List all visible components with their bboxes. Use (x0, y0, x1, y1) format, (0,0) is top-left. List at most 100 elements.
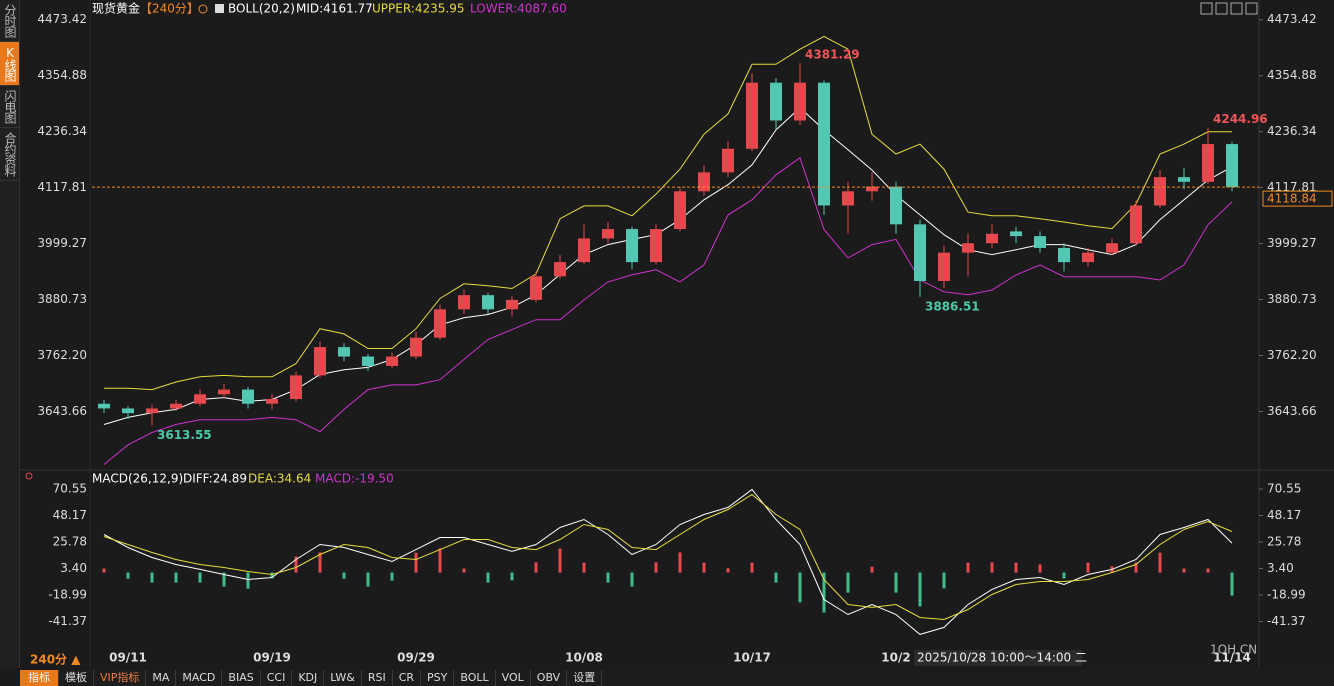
toolbar-tab[interactable]: BOLL (454, 670, 496, 686)
candle-body (338, 347, 350, 357)
candle-body (1082, 252, 1094, 263)
toolbar: 指标 模板 VIP指标 MA MACD BIAS CCI KDJ LW& RSI CR PSY BOLL… (20, 670, 1334, 686)
candle-body (938, 252, 950, 281)
macd-bar (294, 556, 298, 573)
toolbar-tab[interactable]: CCI (261, 670, 293, 686)
legend-entry: LOWER:4087.60 (470, 2, 567, 16)
macd-bar (606, 572, 610, 583)
y-tick-label: 4473.42 (1267, 12, 1317, 26)
icon[interactable] (1200, 2, 1213, 15)
toolbar-tab[interactable]: MACD (176, 670, 223, 686)
macd-bar (390, 572, 394, 581)
candle-body (1034, 236, 1046, 248)
macd-bar (678, 552, 682, 573)
candle-body (458, 295, 470, 310)
period-button[interactable]: 240分 ▲ (30, 652, 81, 667)
y-tick-label: 25.78 (1267, 535, 1301, 549)
macd-bar (1158, 552, 1162, 573)
candle-body (530, 276, 542, 300)
y-tick-label: 3999.27 (1267, 236, 1317, 250)
toolbar-tab[interactable]: 模板 (59, 670, 94, 686)
toolbar-tab[interactable]: OBV (531, 670, 568, 686)
macd-bar (846, 572, 850, 593)
macd-bar (942, 572, 946, 589)
candle-body (434, 309, 446, 338)
candle-body (626, 229, 638, 263)
macd-bar (318, 552, 322, 573)
macd-bar (918, 572, 922, 607)
toolbar-tab[interactable]: BIAS (222, 670, 261, 686)
toolbar-tab[interactable]: 指标 (20, 670, 59, 686)
candle-body (602, 229, 614, 239)
y-tick-label: -41.37 (1267, 614, 1306, 628)
macd-bar (654, 562, 658, 573)
candle-body (362, 356, 374, 366)
toolbar-tab[interactable]: 设置 (567, 670, 603, 686)
candle-body (1130, 205, 1142, 244)
legend-entry: DEA:34.64 (248, 472, 311, 486)
candle-body (98, 403, 110, 409)
toolbar-tab[interactable]: MA (146, 670, 177, 686)
y-tick-label: 25.78 (53, 535, 87, 549)
y-tick-label: 4354.88 (37, 68, 87, 82)
icon[interactable] (1230, 2, 1243, 15)
y-tick-label: -18.99 (48, 588, 87, 602)
y-tick-label: 3.40 (1267, 561, 1294, 575)
macd-bar (342, 572, 346, 579)
indicator-icon[interactable] (215, 4, 224, 13)
candle-body (842, 191, 854, 206)
y-tick-label: 3880.73 (1267, 292, 1317, 306)
low-label: 3886.51 (925, 299, 980, 313)
macd-bar (798, 572, 802, 603)
y-tick-label: -41.37 (48, 614, 87, 628)
indicator-icon[interactable] (25, 472, 33, 480)
x-tick-label: 11/14 (1213, 651, 1251, 665)
macd-bar (1134, 562, 1138, 573)
y-tick-label: 4354.88 (1267, 68, 1317, 82)
toolbar-tab[interactable]: VIP指标 (94, 670, 147, 686)
y-tick-label: 3762.20 (37, 348, 87, 362)
macd-bar (630, 572, 634, 587)
macd-bar (270, 572, 274, 579)
toolbar-tab[interactable]: VOL (496, 670, 531, 686)
sidebar-tab[interactable]: 分时图 (0, 0, 19, 42)
candle-body (698, 172, 710, 192)
high-label: 4244.96 (1213, 112, 1268, 126)
macd-bar (894, 572, 898, 593)
y-tick-label: 3880.73 (37, 292, 87, 306)
tooltip: 2025/10/28 10:00～14:00 二 (917, 651, 1087, 665)
candle-body (242, 389, 254, 404)
macd-bar (1230, 572, 1234, 596)
icon[interactable] (1245, 2, 1258, 15)
legend-entry: MID:4161.77 (296, 2, 373, 16)
macd-bar (558, 548, 562, 573)
indicator-label: BOLL(20,2) (228, 2, 295, 16)
sidebar-tab[interactable]: 合约资料 (0, 128, 19, 181)
x-tick-label: 09/11 (109, 651, 147, 665)
legend-entry: UPPER:4235.95 (372, 2, 464, 16)
candle-body (986, 233, 998, 244)
sidebar-tab[interactable]: K线图 (0, 42, 19, 86)
macd-bar (510, 572, 514, 581)
toolbar-tab[interactable]: LW& (324, 670, 362, 686)
toolbar-tab[interactable]: RSI (362, 670, 393, 686)
toolbar-tab[interactable]: KDJ (292, 670, 325, 686)
toolbar-tab[interactable]: PSY (421, 670, 455, 686)
sidebar-tab[interactable]: 闪电图 (0, 86, 19, 128)
boll-line (103, 157, 1233, 465)
macd-bar (246, 572, 250, 589)
y-tick-label: 4117.81 (1267, 180, 1317, 194)
macd-bar (534, 562, 538, 573)
x-tick-label: 10/2 (881, 651, 910, 665)
tooltip-background (914, 650, 1082, 666)
icon[interactable] (1215, 2, 1228, 15)
candle-body (1202, 144, 1214, 182)
y-tick-label: 70.55 (53, 482, 87, 496)
macd-line (103, 488, 1233, 635)
toolbar-tab[interactable]: CR (393, 670, 422, 686)
macd-bar (1206, 568, 1210, 573)
indicator-label: MACD(26,12,9) (92, 472, 183, 486)
window-icons[interactable] (1200, 2, 1258, 15)
candle-body (1058, 247, 1070, 263)
macd-bar (174, 572, 178, 583)
